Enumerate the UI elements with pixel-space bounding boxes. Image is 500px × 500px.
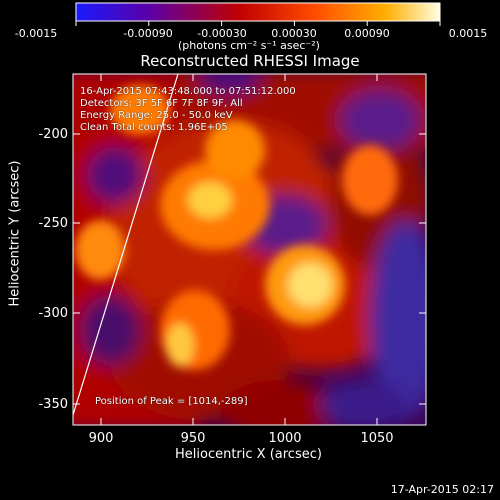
colorbar-tick: -0.00090: [123, 27, 173, 40]
y-tick-label: -200: [38, 127, 68, 142]
info-detectors: Detectors: 3F 5F 6F 7F 8F 9F, All: [80, 98, 243, 109]
colorbar-tick: 0.00090: [344, 27, 390, 40]
x-axis-label: Heliocentric X (arcsec): [175, 447, 322, 462]
info-total-counts: Clean Total counts: 1.96E+05: [80, 122, 228, 133]
info-energy-range: Energy Range: 25.0 - 50.0 keV: [80, 110, 233, 121]
colorbar-tick: 0.00030: [271, 27, 317, 40]
colorbar-tick: -0.0015: [14, 27, 58, 40]
y-tick-label: -350: [38, 397, 68, 412]
y-axis-label: Heliocentric Y (arcsec): [7, 160, 23, 307]
axis-ticks: [73, 74, 426, 425]
x-tick-label: 1050: [360, 431, 394, 446]
timestamp: 17-Apr-2015 02:17: [390, 483, 494, 496]
colorbar-tick: 0.0015: [448, 27, 488, 40]
colorbar-gradient: [75, 2, 441, 22]
limb-line: [73, 74, 179, 416]
x-tick-label: 950: [180, 431, 206, 446]
image-title: Reconstructed RHESSI Image: [140, 52, 360, 70]
y-tick-label: -250: [38, 216, 68, 231]
colorbar-unit: (photons cm⁻² s⁻¹ asec⁻²): [178, 39, 320, 52]
info-time-range: 16-Apr-2015 07:43:48.000 to 07:51:12.000: [80, 86, 296, 97]
y-tick-label: -300: [38, 306, 68, 321]
colorbar-tick: -0.00030: [197, 27, 247, 40]
x-tick-label: 900: [88, 431, 114, 446]
x-tick-label: 1000: [268, 431, 302, 446]
peak-position: Position of Peak = [1014,-289]: [95, 396, 248, 407]
